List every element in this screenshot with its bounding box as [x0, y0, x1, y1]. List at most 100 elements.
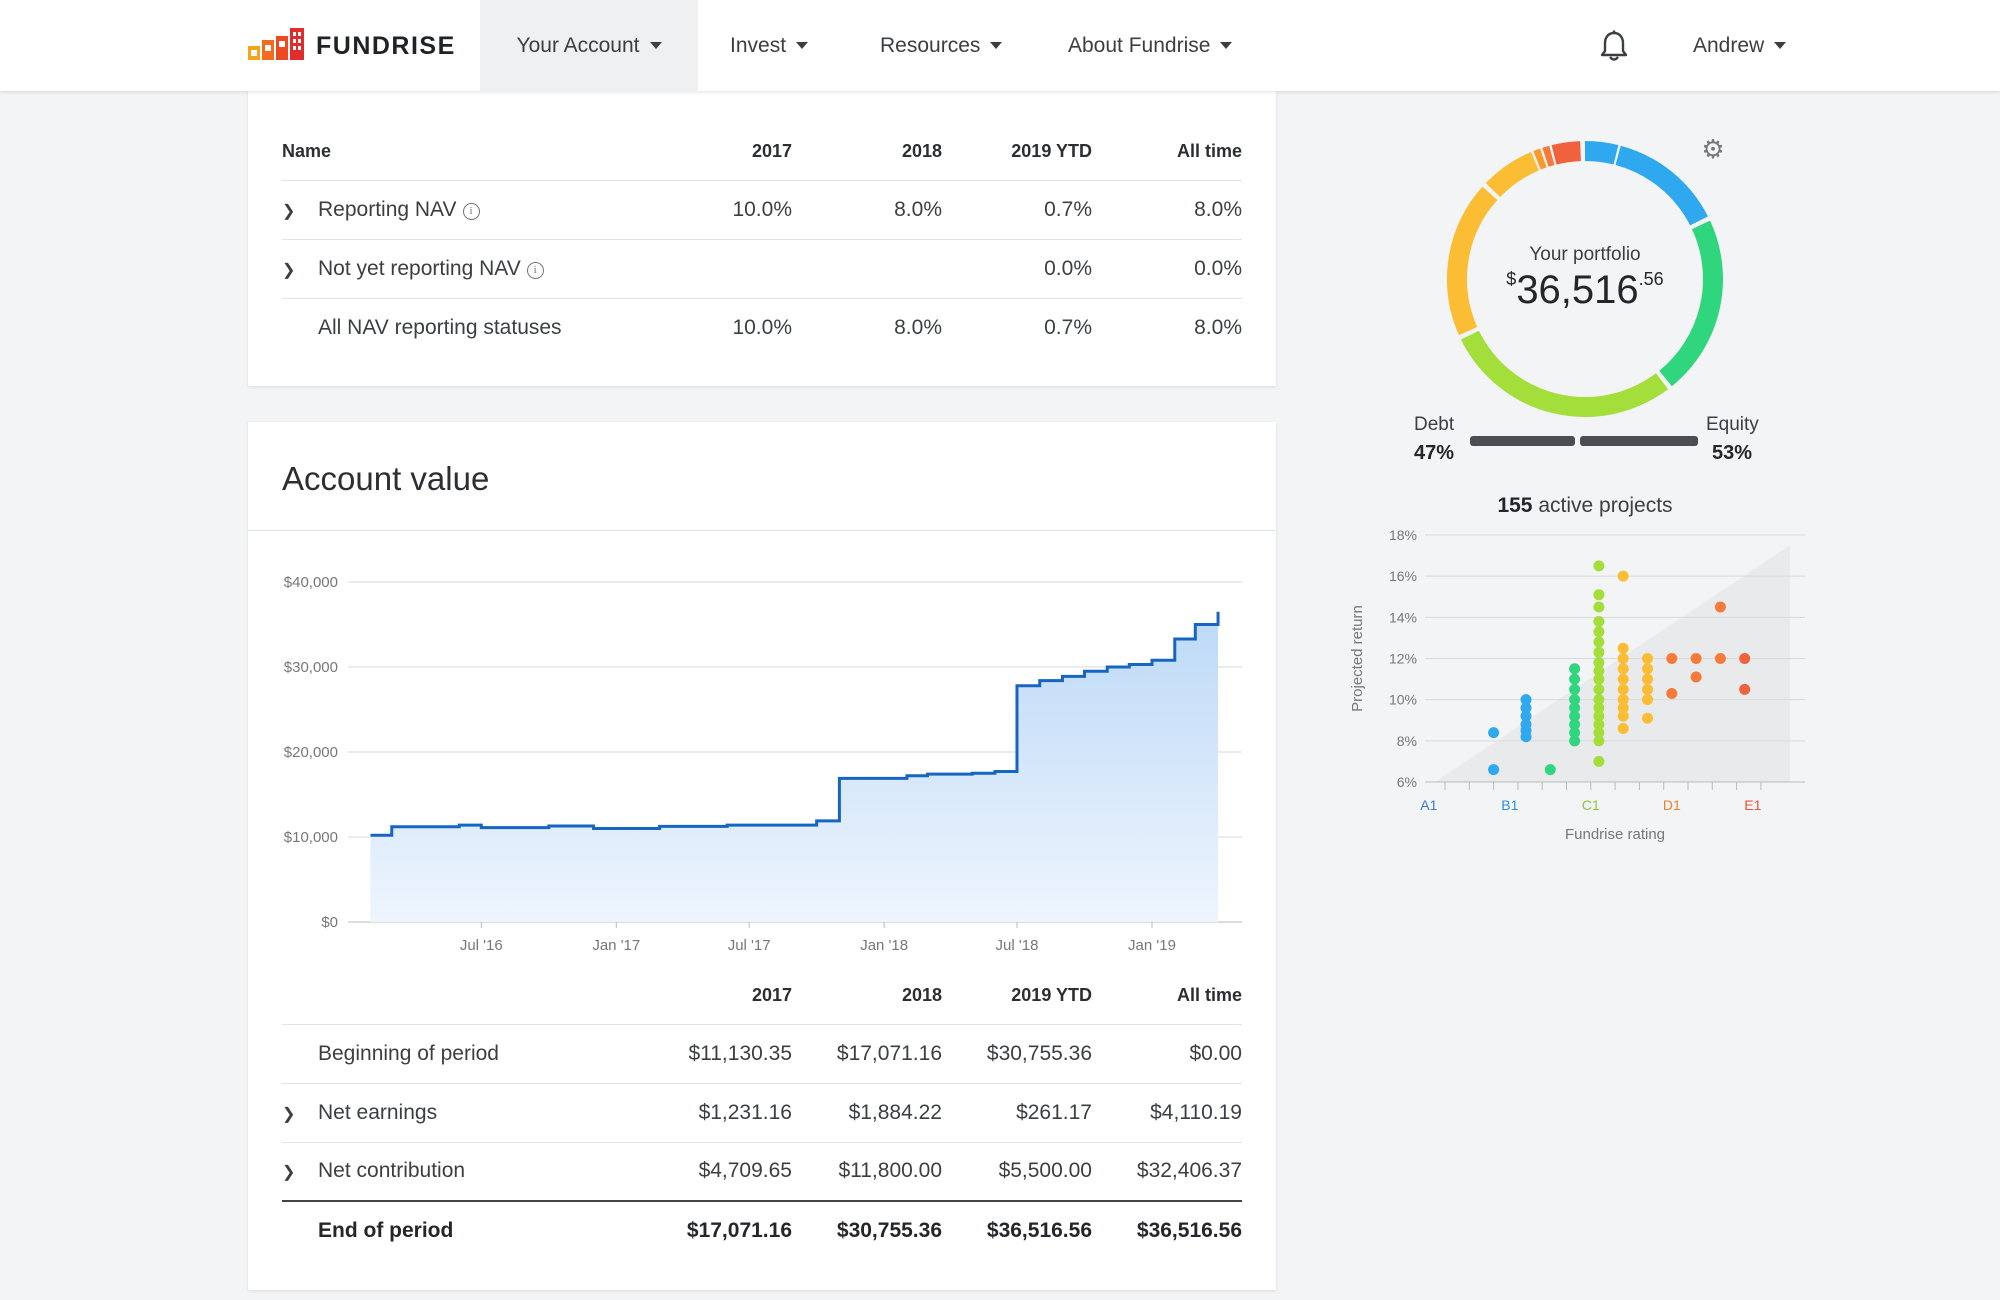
table-cell: $1,231.16 — [642, 1082, 792, 1142]
project-point — [1617, 653, 1629, 664]
account-value-chart[interactable]: $0 $10,000 $20,000 $30,000 $40,000 Jul '16 Jan… — [248, 552, 1276, 1092]
logo-text: FUNDRISE — [316, 31, 456, 60]
project-point — [1617, 673, 1629, 685]
project-point — [1617, 642, 1629, 654]
debt-label: Debt — [1414, 414, 1455, 435]
table-header-row: 2017 2018 2019 YTD All time — [282, 968, 1242, 1024]
equity-bar — [1580, 436, 1698, 446]
bell-icon[interactable] — [1600, 30, 1628, 62]
x-tick-label: Jan '17 — [592, 937, 640, 954]
table-row: All NAV reporting statuses 10.0% 8.0% 0.… — [282, 297, 1242, 357]
donut-segment — [1615, 145, 1708, 226]
table-total-row: End of period $17,071.16 $30,755.36 $36,… — [282, 1200, 1242, 1260]
project-point — [1593, 636, 1605, 648]
project-point — [1593, 646, 1605, 658]
nav-your-account[interactable]: Your Account — [480, 0, 698, 91]
donut-segment — [1485, 151, 1540, 198]
caret-down-icon — [649, 42, 662, 49]
table-row[interactable]: ❯ Net contribution $4,709.65 $11,800.00 $… — [282, 1141, 1242, 1201]
nav-about-fundrise[interactable]: About Fundrise — [1068, 0, 1233, 91]
chevron-down-icon[interactable]: ❯ — [282, 202, 296, 220]
column-header: 2018 — [901, 141, 942, 162]
table-cell: $30,755.36 — [792, 1200, 942, 1260]
table-cell: 8.0% — [792, 179, 942, 239]
nav-label: Resources — [880, 33, 981, 57]
table-cell: $4,709.65 — [642, 1141, 792, 1201]
series-line — [370, 611, 1220, 837]
caret-down-icon — [1774, 42, 1787, 49]
project-point — [1593, 601, 1605, 613]
portfolio-donut-chart[interactable] — [1440, 134, 1730, 424]
project-point — [1593, 589, 1605, 601]
projects-scatter-chart[interactable]: 6% 8% 10% 12% 14% 16% 18% A1 B1 C1 D1 E1 Fundrise ra… — [1340, 520, 1810, 880]
column-header: 2019 YTD — [1011, 985, 1092, 1006]
x-tick-label: E1 — [1744, 797, 1761, 813]
nav-resources[interactable]: Resources — [880, 0, 1003, 91]
y-tick-label: $40,000 — [284, 574, 338, 591]
project-point — [1617, 722, 1629, 734]
project-point — [1569, 683, 1581, 695]
column-header: All time — [1176, 985, 1242, 1006]
row-name-cell: ❯ Net contribution — [282, 1141, 642, 1201]
donut-segment — [1659, 220, 1723, 387]
x-tick-label: Jan '18 — [860, 937, 908, 954]
y-axis-label: Projected return — [1349, 605, 1366, 712]
row-label: End of period — [318, 1219, 454, 1242]
table-row[interactable]: ❯ Net earnings $1,231.16 $1,884.22 $261.1… — [282, 1082, 1242, 1142]
project-point — [1488, 727, 1500, 739]
y-tick-label: $30,000 — [284, 659, 338, 676]
donut-segment — [1584, 141, 1619, 165]
chevron-down-icon[interactable]: ❯ — [282, 1164, 296, 1182]
project-point — [1569, 727, 1581, 739]
project-point — [1569, 735, 1581, 747]
info-icon[interactable]: i — [462, 202, 480, 220]
info-icon[interactable]: i — [526, 261, 544, 279]
table-row[interactable]: ❯ Not yet reporting NAV i 0.0% 0.0% — [282, 238, 1242, 298]
project-point — [1593, 702, 1605, 714]
row-name-cell: All NAV reporting statuses — [282, 297, 642, 357]
x-tick-label: A1 — [1420, 797, 1437, 813]
project-point — [1714, 653, 1726, 664]
user-menu[interactable]: Andrew — [1693, 0, 1787, 91]
table-cell: 0.7% — [942, 179, 1092, 239]
project-point — [1666, 653, 1678, 664]
projects-count: 155 — [1497, 494, 1533, 517]
projects-label: active projects — [1538, 494, 1673, 517]
table-cell: 10.0% — [642, 179, 792, 239]
project-point — [1593, 710, 1605, 722]
table-row[interactable]: ❯ Reporting NAV i 10.0% 8.0% 0.7% 8.0% — [282, 179, 1242, 239]
row-name-cell: ❯ Reporting NAV i — [282, 179, 642, 239]
equity-label: Equity — [1706, 414, 1759, 435]
y-tick-label: 10% — [1389, 692, 1417, 708]
table-cell: $11,800.00 — [792, 1141, 942, 1201]
y-tick-label: 12% — [1389, 651, 1417, 667]
project-point — [1593, 673, 1605, 685]
table-cell: $36,516.56 — [942, 1200, 1092, 1260]
active-projects-heading: 155 active projects — [1350, 494, 1820, 518]
project-point — [1593, 657, 1605, 669]
table-cell: $30,755.36 — [942, 1023, 1092, 1083]
table-cell: $261.17 — [942, 1082, 1092, 1142]
y-tick-label: 16% — [1389, 568, 1417, 584]
table-cell: 0.0% — [1092, 238, 1242, 298]
project-point — [1520, 694, 1532, 706]
x-tick-label: D1 — [1663, 797, 1681, 813]
table-cell — [642, 238, 792, 298]
project-point — [1642, 712, 1653, 724]
gear-icon[interactable]: ⚙ — [1701, 134, 1725, 164]
project-point — [1642, 683, 1653, 695]
project-point — [1642, 694, 1653, 706]
nav-invest[interactable]: Invest — [730, 0, 809, 91]
row-label: Not yet reporting NAV — [318, 256, 521, 280]
project-point — [1593, 626, 1605, 638]
portfolio-value: $36,516.56 — [1440, 268, 1730, 313]
nav-label: Your Account — [516, 33, 640, 57]
donut-segment — [1533, 148, 1547, 170]
chevron-down-icon[interactable]: ❯ — [282, 1105, 296, 1123]
project-point — [1569, 710, 1581, 722]
project-point — [1593, 694, 1605, 706]
chevron-down-icon[interactable]: ❯ — [282, 261, 296, 279]
project-point — [1593, 683, 1605, 695]
row-name-cell: End of period — [282, 1200, 642, 1260]
fundrise-logo[interactable]: FUNDRISE — [248, 28, 456, 64]
